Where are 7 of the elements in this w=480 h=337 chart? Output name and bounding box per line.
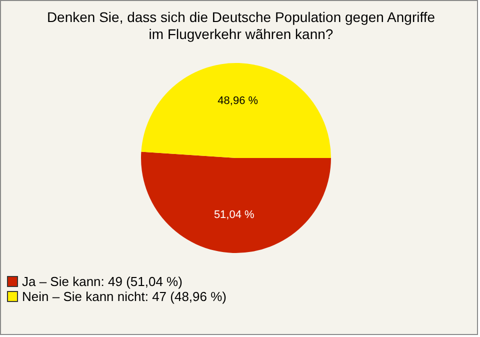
- pie-slice: [141, 63, 331, 158]
- chart-title: Denken Sie, dass sich die Deutsche Population gegen Angriffe im Flugverkehr wãhren kann?: [46, 9, 436, 43]
- legend-label: Nein – Sie kann nicht: 47 (48,96 %): [22, 289, 227, 304]
- pie-slice: [141, 152, 331, 253]
- data-label: 51,04 %: [214, 208, 255, 221]
- legend-label: Ja – Sie kann: 49 (51,04 %): [22, 274, 182, 289]
- data-label: 48,96 %: [218, 95, 258, 108]
